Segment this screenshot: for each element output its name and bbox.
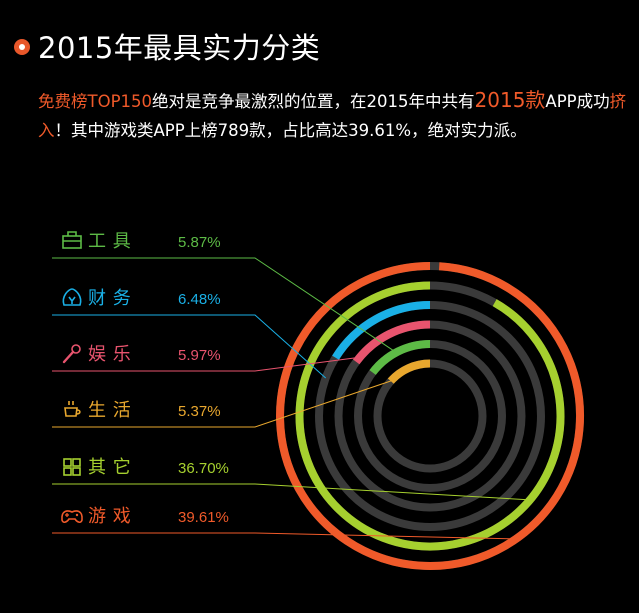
ring-arc-4 (295, 281, 565, 551)
desc-text-1: 绝对是竞争最激烈的位置，在2015年中共有 (152, 92, 475, 111)
legend-value: 6.48% (178, 291, 221, 308)
ring-1 (276, 262, 584, 570)
ring-arc-1 (332, 301, 431, 360)
ring-arc-5 (276, 262, 584, 570)
leader-line (52, 483, 531, 501)
ring-5 (354, 340, 506, 492)
ring-4 (334, 320, 526, 512)
leader-line (52, 380, 392, 428)
ring-arc-0 (369, 340, 431, 376)
leader-line (52, 314, 327, 379)
desc-text-2: APP成功 (545, 92, 610, 111)
desc-text-3: ！其中游戏类APP上榜789款，占比高达39.61%，绝对实力派。 (54, 121, 527, 140)
gamepad-icon (61, 510, 83, 524)
ring-3 (315, 301, 545, 531)
ring-2 (295, 281, 565, 551)
grid-icon (63, 458, 81, 476)
cup-icon (64, 401, 81, 417)
legend-label: 游 戏 (88, 506, 131, 527)
legend-value: 5.37% (178, 403, 221, 420)
legend-item-3: 生 活 5.37% (52, 380, 392, 428)
desc-highlight-count: 2015款 (474, 88, 546, 112)
leader-line (52, 356, 360, 372)
microphone-icon (62, 344, 81, 364)
legend-item-5: 游 戏 39.61% (52, 506, 517, 540)
legend-value: 36.70% (178, 460, 229, 477)
leader-line (52, 257, 397, 353)
desc-highlight-top150: 免费榜TOP150 (38, 92, 153, 111)
desc-highlight-squeeze: 挤入 (38, 92, 627, 140)
title-row: 2015年最具实力分类 (14, 22, 320, 70)
ring-arc-3 (387, 359, 431, 384)
legend-value: 5.87% (178, 234, 221, 251)
legend-label: 其 它 (88, 457, 131, 478)
legend-item-2: 娱 乐 5.97% (52, 344, 360, 372)
legend-value: 5.97% (178, 347, 221, 364)
legend-label: 财 务 (88, 288, 131, 309)
ring-6 (373, 359, 487, 473)
legend-item-0: 工 具 5.87% (52, 231, 397, 353)
bullet-dot-icon (14, 39, 30, 55)
legend-label: 生 活 (88, 400, 131, 421)
page-title: 2015年最具实力分类 (38, 31, 321, 65)
legend-label: 娱 乐 (88, 344, 131, 365)
leader-line (52, 532, 517, 540)
toolbox-icon (62, 231, 82, 249)
ring-arc-2 (353, 320, 431, 365)
legend-item-1: 财 务 6.48% (52, 288, 327, 379)
description-paragraph: 免费榜TOP150绝对是竞争最激烈的位置，在2015年中共有2015款APP成功… (38, 86, 628, 145)
legend-value: 39.61% (178, 509, 229, 526)
legend-label: 工 具 (88, 231, 131, 252)
money-bag-icon (62, 288, 82, 306)
legend-item-4: 其 它 36.70% (52, 457, 531, 501)
